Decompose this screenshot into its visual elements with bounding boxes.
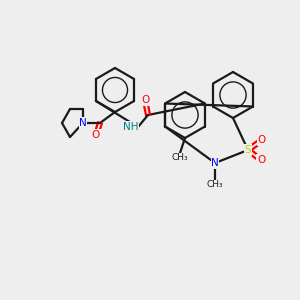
Text: CH₃: CH₃ <box>172 153 188 162</box>
Text: O: O <box>258 135 266 145</box>
Text: N: N <box>211 158 219 168</box>
Text: O: O <box>92 130 100 140</box>
Text: O: O <box>257 155 265 165</box>
Text: NH: NH <box>122 122 138 132</box>
Text: CH₃: CH₃ <box>207 180 223 189</box>
Text: O: O <box>141 95 149 105</box>
Text: N: N <box>79 118 87 128</box>
Text: S: S <box>245 145 251 155</box>
